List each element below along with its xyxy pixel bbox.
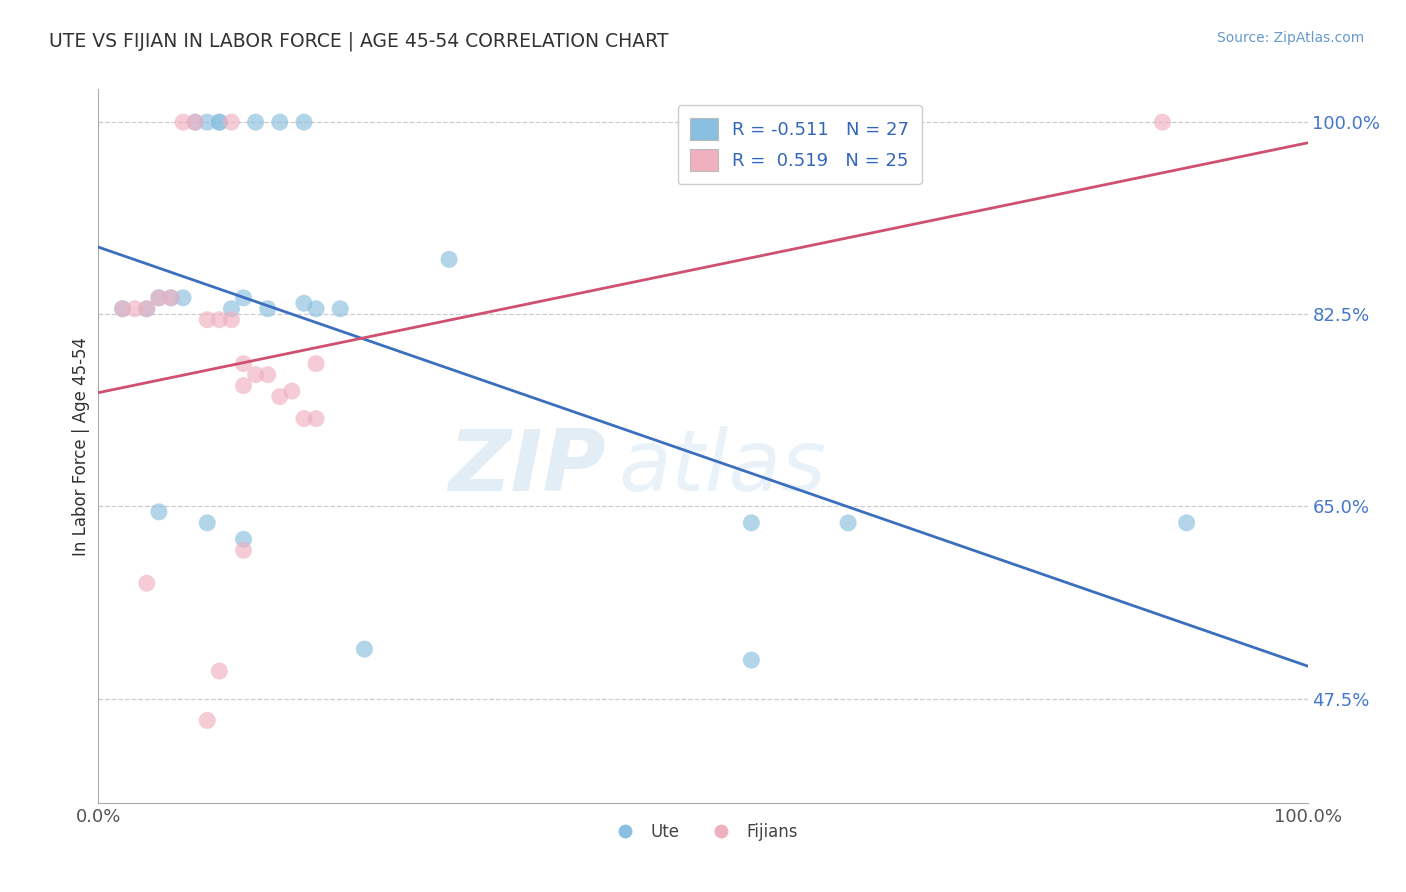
- Point: [232, 357, 254, 371]
- Point: [172, 291, 194, 305]
- Point: [208, 115, 231, 129]
- Text: Source: ZipAtlas.com: Source: ZipAtlas.com: [1216, 31, 1364, 45]
- Point: [148, 291, 170, 305]
- Point: [221, 312, 243, 326]
- Point: [135, 576, 157, 591]
- Point: [148, 291, 170, 305]
- Point: [292, 115, 315, 129]
- Point: [160, 291, 183, 305]
- Point: [305, 357, 328, 371]
- Point: [437, 252, 460, 267]
- Point: [269, 115, 291, 129]
- Point: [305, 301, 328, 316]
- Point: [221, 115, 243, 129]
- Point: [305, 411, 328, 425]
- Point: [740, 653, 762, 667]
- Point: [292, 411, 315, 425]
- Point: [111, 301, 134, 316]
- Point: [195, 714, 218, 728]
- Point: [256, 368, 278, 382]
- Point: [232, 378, 254, 392]
- Point: [232, 543, 254, 558]
- Point: [256, 301, 278, 316]
- Point: [184, 115, 207, 129]
- Point: [195, 115, 218, 129]
- Point: [353, 642, 375, 657]
- Point: [232, 533, 254, 547]
- Legend: Ute, Fijians: Ute, Fijians: [602, 817, 804, 848]
- Point: [208, 312, 231, 326]
- Point: [208, 115, 231, 129]
- Point: [160, 291, 183, 305]
- Point: [1175, 516, 1198, 530]
- Point: [232, 291, 254, 305]
- Point: [329, 301, 352, 316]
- Point: [292, 296, 315, 310]
- Point: [740, 516, 762, 530]
- Point: [245, 115, 267, 129]
- Point: [281, 384, 304, 398]
- Point: [172, 115, 194, 129]
- Point: [184, 115, 207, 129]
- Point: [269, 390, 291, 404]
- Point: [245, 368, 267, 382]
- Point: [135, 301, 157, 316]
- Point: [208, 664, 231, 678]
- Point: [111, 301, 134, 316]
- Point: [1152, 115, 1174, 129]
- Point: [148, 505, 170, 519]
- Text: UTE VS FIJIAN IN LABOR FORCE | AGE 45-54 CORRELATION CHART: UTE VS FIJIAN IN LABOR FORCE | AGE 45-54…: [49, 31, 669, 51]
- Point: [124, 301, 146, 316]
- Text: ZIP: ZIP: [449, 425, 606, 509]
- Y-axis label: In Labor Force | Age 45-54: In Labor Force | Age 45-54: [72, 336, 90, 556]
- Text: atlas: atlas: [619, 425, 827, 509]
- Point: [221, 301, 243, 316]
- Point: [135, 301, 157, 316]
- Point: [195, 516, 218, 530]
- Point: [195, 312, 218, 326]
- Point: [837, 516, 859, 530]
